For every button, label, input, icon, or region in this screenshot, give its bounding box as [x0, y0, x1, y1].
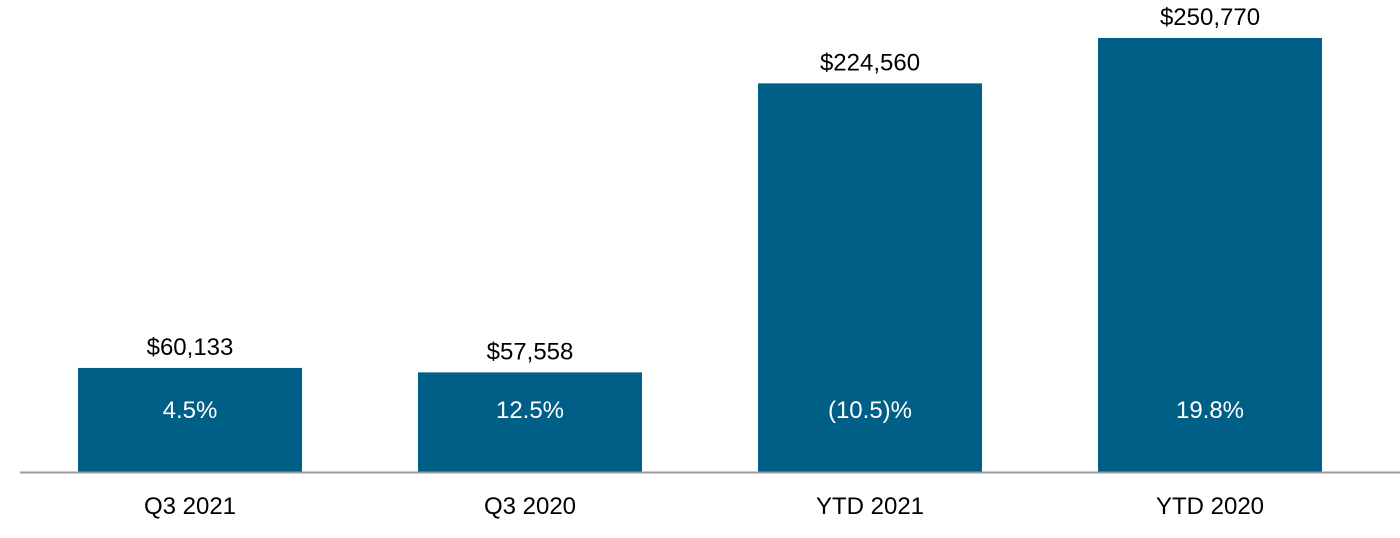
bar-annotation: 4.5% — [163, 397, 218, 424]
bar-annotation: 12.5% — [496, 397, 564, 424]
data-label: $60,133 — [147, 334, 234, 361]
data-label: $250,770 — [1160, 4, 1260, 31]
bar-annotation: 19.8% — [1176, 397, 1244, 424]
labels-layer: $60,133 4.5% $57,558 12.5% $224,560 (10.5)% $2… — [147, 4, 1260, 424]
x-axis-ticks: Q3 2021 Q3 2020 YTD 2021 YTD 2020 — [144, 493, 1264, 520]
bar — [78, 367, 302, 472]
data-label: $57,558 — [487, 338, 574, 365]
bar — [1098, 38, 1322, 472]
bar-annotation: (10.5)% — [828, 397, 912, 424]
bar — [418, 372, 642, 472]
data-label: $224,560 — [820, 49, 920, 76]
x-tick-label: Q3 2021 — [144, 493, 236, 520]
bars-layer — [78, 38, 1322, 473]
x-tick-label: Q3 2020 — [484, 493, 576, 520]
x-tick-label: YTD 2021 — [816, 493, 924, 520]
bar — [758, 83, 982, 473]
x-tick-label: YTD 2020 — [1156, 493, 1264, 520]
